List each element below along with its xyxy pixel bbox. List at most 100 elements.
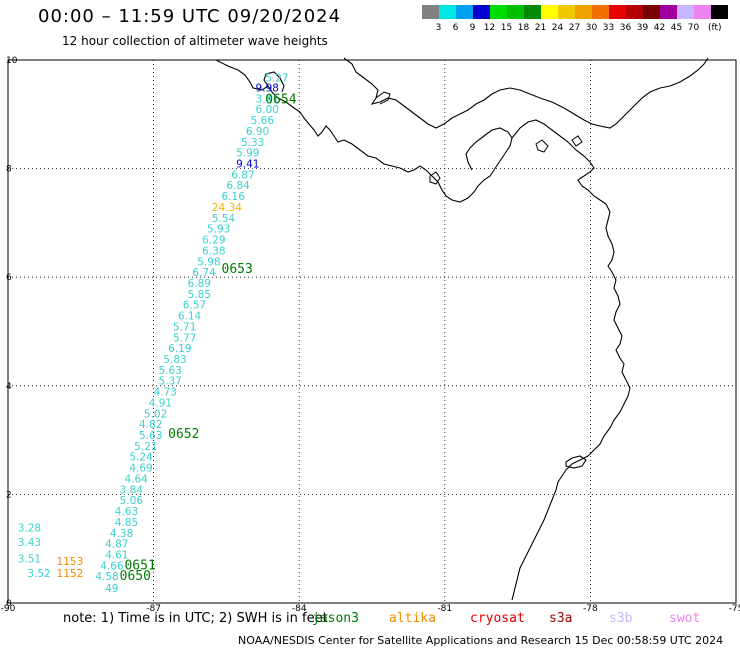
coastline-panama-south [399, 127, 513, 203]
coastline-nicaragua-gulf [263, 71, 285, 93]
legend-label: 3 [435, 23, 442, 33]
wave-height-label: 6.57 [183, 300, 206, 312]
wave-height-label: 5.99 [236, 148, 259, 160]
grid [7, 59, 737, 604]
y-tick-label: 6 [6, 273, 12, 283]
y-tick-label: 8 [6, 165, 12, 175]
wave-height-label: 5.37 [158, 376, 181, 388]
coastline-small-island-3 [571, 135, 583, 147]
x-tick-label: -84 [292, 604, 307, 614]
wave-height-label: 5.93 [207, 224, 230, 236]
legend-label: 70 [687, 23, 700, 33]
wave-height-label: 4.66 [100, 560, 124, 572]
legend-label: 9 [469, 23, 476, 33]
wave-height-label: 5.83 [163, 354, 186, 366]
wave-height-label: 4.64 [124, 473, 148, 485]
legend-label: 15 [500, 23, 513, 33]
wave-height-label: 5.63 [158, 365, 181, 377]
time-label: 0654 [265, 92, 296, 107]
legend-swatch [473, 5, 490, 19]
wave-height-label: 3.52 [27, 568, 50, 580]
legend-label: 45 [670, 23, 683, 33]
wave-height-label: 6.84 [226, 180, 250, 192]
wave-height-label: 4.61 [105, 549, 128, 561]
legend-swatch [626, 5, 643, 19]
x-tick-label: -75 [729, 604, 740, 614]
legend-swatch [643, 5, 660, 19]
color-legend: 3 6 9 12 15 18 21 24 27 30 33 36 39 42 45 70 (ft) [422, 5, 728, 35]
legend-label: 27 [568, 23, 581, 33]
wave-height-label: 5.33 [241, 137, 264, 149]
wave-height-label: 1152 [57, 568, 84, 580]
wave-height-label: 24.34 [212, 202, 242, 214]
footnote: note: 1) Time is in UTC; 2) SWH is in fe… [0, 611, 740, 631]
wave-height-label: 3.28 [18, 522, 41, 534]
legend-label: 6 [452, 23, 459, 33]
wave-height-label: 3.51 [18, 553, 41, 565]
y-tick-label: 2 [6, 490, 12, 500]
legend-swatch [575, 5, 592, 19]
legend-swatch [558, 5, 575, 19]
wave-height-label: 6.00 [256, 104, 279, 116]
wave-height-label: 4.38 [110, 528, 133, 540]
x-tick-label: -90 [1, 604, 16, 614]
wave-height-label: 5.71 [173, 321, 196, 333]
wave-height-label: 6.14 [178, 311, 202, 323]
wave-height-label: 4.63 [115, 506, 138, 518]
wave-height-labels: 5.279.983.416.005.666.905.335.999.416.87… [18, 73, 289, 595]
legend-label: 21 [534, 23, 547, 33]
mission-s3b: s3b [609, 611, 633, 626]
x-tick-label: -78 [583, 604, 598, 614]
legend-swatch [490, 5, 507, 19]
wave-height-label: 6.90 [246, 126, 269, 138]
wave-height-label: 6.87 [231, 169, 254, 181]
coastline-small-island-1 [429, 171, 441, 185]
wave-height-label: 1153 [57, 556, 84, 568]
wave-height-label: 6.89 [188, 278, 211, 290]
map-frame [7, 59, 737, 604]
coastline-colombia [511, 203, 631, 601]
wave-height-label: 3.84 [120, 484, 144, 496]
mission-cryosat: cryosat [470, 611, 525, 626]
wave-height-label: 6.74 [192, 267, 216, 279]
legend-swatch [524, 5, 541, 19]
wave-height-label: 5.02 [144, 408, 167, 420]
y-tick-label: 0 [6, 599, 12, 609]
y-tick-label: 4 [6, 382, 12, 392]
wave-height-label: 5.21 [134, 441, 157, 453]
legend-label: 24 [551, 23, 564, 33]
coastline-bay [375, 91, 391, 105]
credit-line: NOAA/NESDIS Center for Satellite Applica… [238, 634, 724, 647]
wave-height-label: 4.87 [105, 539, 128, 551]
legend-swatch [592, 5, 609, 19]
wave-height-label: 6.38 [202, 245, 225, 257]
legend-swatch [422, 5, 439, 19]
footnote-note: note: 1) Time is in UTC; 2) SWH is in fe… [63, 611, 328, 626]
wave-height-label: 5.24 [129, 452, 153, 464]
wave-height-label: 5.66 [251, 115, 275, 127]
wave-height-label: 9.41 [236, 159, 259, 171]
wave-height-label: 4.69 [129, 463, 152, 475]
wave-height-label: 49 [105, 583, 118, 595]
legend-label: 39 [636, 23, 649, 33]
wave-height-label: 5.98 [197, 256, 220, 268]
legend-swatch [711, 5, 728, 19]
time-label: 0651 [124, 558, 155, 573]
map-title: 00:00 – 11:59 UTC 09/20/2024 [38, 6, 342, 27]
wave-height-label: 5.54 [212, 213, 236, 225]
wave-height-label: 4.91 [149, 397, 172, 409]
wave-height-label: 4.58 [95, 571, 118, 583]
legend-swatch [541, 5, 558, 19]
map-subtitle: 12 hour collection of altimeter wave hei… [62, 34, 328, 48]
coastline [215, 57, 709, 601]
coastline-small-island-2 [535, 139, 549, 153]
wave-height-label: 6.16 [222, 191, 246, 203]
legend-swatch [609, 5, 626, 19]
wave-height-label: 3.43 [18, 537, 41, 549]
x-tick-label: -81 [437, 604, 452, 614]
wave-height-label: 5.77 [173, 332, 196, 344]
x-tick-label: -87 [146, 604, 161, 614]
legend-label: 18 [517, 23, 530, 33]
wave-height-label: 5.27 [265, 73, 288, 85]
